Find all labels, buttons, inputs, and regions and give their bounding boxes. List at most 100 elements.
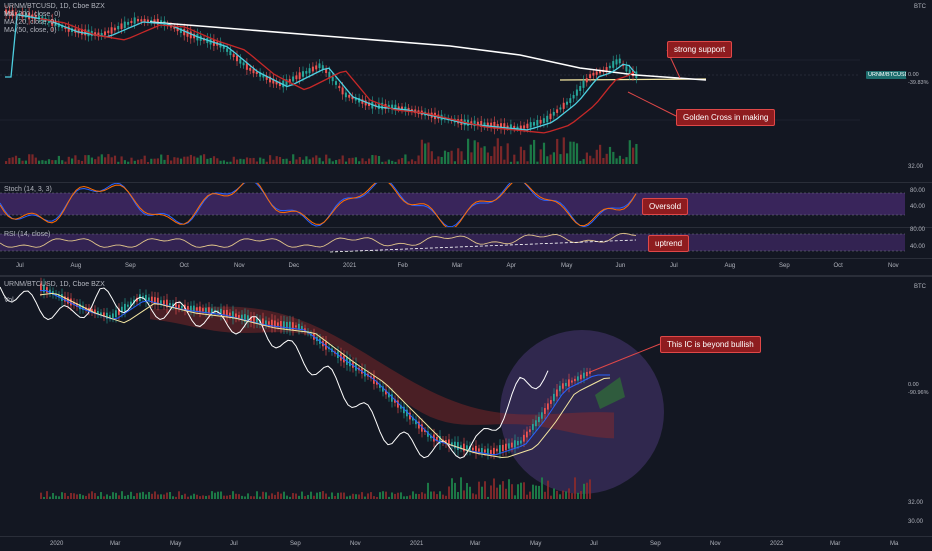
top-chart-pane[interactable]: URNM/BTCUSD, 1D, Cboe BZX Vol MA (200, c… <box>0 0 932 182</box>
rsi-line <box>0 232 637 248</box>
volume-bar <box>628 140 631 164</box>
volume-bar <box>123 160 126 164</box>
uptrend-callout[interactable]: uptrend <box>648 235 690 252</box>
volume-bar <box>308 159 311 164</box>
top-price-chart[interactable] <box>0 0 932 182</box>
volume-bar <box>241 495 243 499</box>
candle-body <box>511 442 513 448</box>
candle-body <box>245 63 248 70</box>
volume-bar <box>575 143 579 164</box>
volume-bar <box>157 494 159 499</box>
pane-separator[interactable] <box>0 182 932 183</box>
stoch-title[interactable]: Stoch (14, 3, 3) <box>4 186 52 193</box>
candle-body <box>421 424 423 432</box>
bottom-indicator-vol[interactable]: Vol <box>4 297 14 304</box>
stoch-chart[interactable] <box>0 183 932 227</box>
candle-body <box>178 304 180 309</box>
volume-bar <box>154 491 156 499</box>
candle-body <box>238 315 240 318</box>
volume-bar <box>304 496 306 499</box>
volume-bar <box>292 154 295 164</box>
volume-bar <box>368 158 371 164</box>
top-indicator-ma20[interactable]: MA (20, close, 0) <box>4 19 57 26</box>
golden-cross-callout[interactable]: Golden Cross in making <box>676 109 776 126</box>
volume-bar <box>340 492 342 499</box>
volume-bar <box>506 143 509 164</box>
volume-bar <box>74 155 77 164</box>
volume-bar <box>285 158 288 164</box>
volume-bar <box>505 488 507 499</box>
top-indicator-vol[interactable]: Vol <box>4 11 14 18</box>
volume-bar <box>354 157 357 164</box>
rsi-pane[interactable]: RSI (14, close) 80.00 40.00 uptrend <box>0 227 932 258</box>
volume-bar <box>460 477 462 499</box>
volume-bar <box>343 492 345 499</box>
candle-body <box>181 305 183 309</box>
volume-bar <box>253 496 255 499</box>
ma50-line <box>39 18 635 134</box>
candle-body <box>302 71 304 77</box>
volume-bar <box>580 491 582 499</box>
volume-bar <box>516 161 519 164</box>
volume-bar <box>529 144 532 164</box>
stoch-pane[interactable]: Stoch (14, 3, 3) 80.00 40.00 Oversold <box>0 183 932 227</box>
candle-body <box>403 406 405 414</box>
rsi-chart[interactable] <box>0 228 932 258</box>
top-symbol-line[interactable]: URNM/BTCUSD, 1D, Cboe BZX <box>4 3 105 10</box>
candle-body <box>130 20 133 24</box>
volume-bar <box>352 493 354 499</box>
candle-body <box>364 100 367 106</box>
volume-bar <box>493 478 495 499</box>
volume-bar <box>337 492 339 499</box>
volume-bar <box>500 146 503 164</box>
top-time-axis[interactable]: Jul Aug Sep Oct Nov Dec 2021 Feb Mar Apr May Jun Jul… <box>0 258 932 275</box>
top-indicator-ma50[interactable]: MA (50, close, 0) <box>4 27 57 34</box>
candle-body <box>541 412 543 419</box>
volume-bar <box>364 496 366 499</box>
time-axis-label: Jul <box>230 541 238 547</box>
candle-body <box>427 431 429 437</box>
candle-body <box>51 19 54 26</box>
volume-bar <box>133 496 135 499</box>
candle-body <box>156 18 159 25</box>
bottom-time-axis[interactable]: 2020 Mar May Jul Sep Nov 2021 Mar May Jul Sep Nov 20… <box>0 536 932 551</box>
volume-bar <box>322 491 324 499</box>
time-axis-label: Oct <box>179 263 189 269</box>
candle-body <box>110 27 113 34</box>
rsi-level-80: 80.00 <box>910 227 926 233</box>
volume-bar <box>82 495 84 499</box>
ic-bullish-callout[interactable]: This IC is beyond bullish <box>660 336 761 353</box>
candle-body <box>529 122 532 128</box>
time-axis-label: Apr <box>506 263 516 269</box>
volume-bar <box>457 148 460 164</box>
volume-bar <box>463 159 466 164</box>
volume-bar <box>140 159 143 164</box>
candle-body <box>311 66 314 72</box>
candle-body <box>199 306 201 313</box>
strong-support-callout[interactable]: strong support <box>667 41 733 58</box>
volume-bar <box>526 494 528 499</box>
candle-body <box>305 71 308 74</box>
bottom-chart-pane[interactable]: URNM/BTCUSD, 1D, Cboe BZX Vol BTC 0.00 -… <box>0 275 932 538</box>
volume-bar <box>523 482 525 499</box>
pane-separator[interactable] <box>0 227 932 228</box>
volume-bar <box>533 139 536 164</box>
rsi-title[interactable]: RSI (14, close) <box>4 231 51 238</box>
bottom-price-chart[interactable] <box>0 277 932 538</box>
top-symbol-tag: URNM/BTCUSD <box>866 71 911 79</box>
candle-body <box>271 319 273 328</box>
candle-body <box>572 95 575 99</box>
volume-bar <box>328 158 331 164</box>
oversold-callout[interactable]: Oversold <box>642 198 689 215</box>
bottom-symbol-line[interactable]: URNM/BTCUSD, 1D, Cboe BZX <box>4 281 105 288</box>
volume-bar <box>539 149 542 164</box>
candle-body <box>409 412 411 420</box>
time-axis-label: Feb <box>397 263 408 269</box>
volume-bar <box>310 491 312 499</box>
volume-bar <box>536 161 539 164</box>
volume-bar <box>226 161 229 164</box>
top-axis-32: 32.00 <box>908 164 924 170</box>
top-indicator-ma200[interactable]: MA (200, close, 0) <box>4 11 61 18</box>
volume-bar <box>87 155 90 164</box>
volume-bar <box>76 494 78 499</box>
